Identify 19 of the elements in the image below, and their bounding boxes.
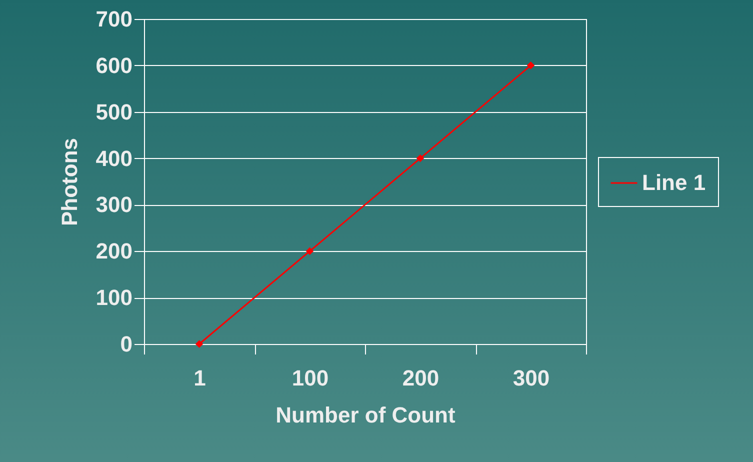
y-tick-label: 500 <box>96 99 132 124</box>
x-tick-label: 200 <box>402 366 440 390</box>
x-tick-label: 100 <box>292 366 329 390</box>
y-tick-label: 400 <box>96 146 132 171</box>
x-axis-title: Number of Count <box>276 402 456 428</box>
point <box>195 340 204 348</box>
y-tick-label: 300 <box>96 192 132 218</box>
y-tick-label: 0 <box>120 332 132 356</box>
point <box>306 247 314 256</box>
x-tick-label: 300 <box>512 366 550 390</box>
y-tick-label: 100 <box>96 285 132 310</box>
point <box>416 154 424 162</box>
point <box>526 62 535 70</box>
y-tick-label: 700 <box>96 6 132 32</box>
legend-label: Line 1 <box>642 170 706 195</box>
x-tick-label: 1 <box>194 366 206 390</box>
y-tick-label: 600 <box>96 52 132 78</box>
y-axis-title: Photons <box>56 138 82 226</box>
y-tick-label: 200 <box>96 238 132 264</box>
